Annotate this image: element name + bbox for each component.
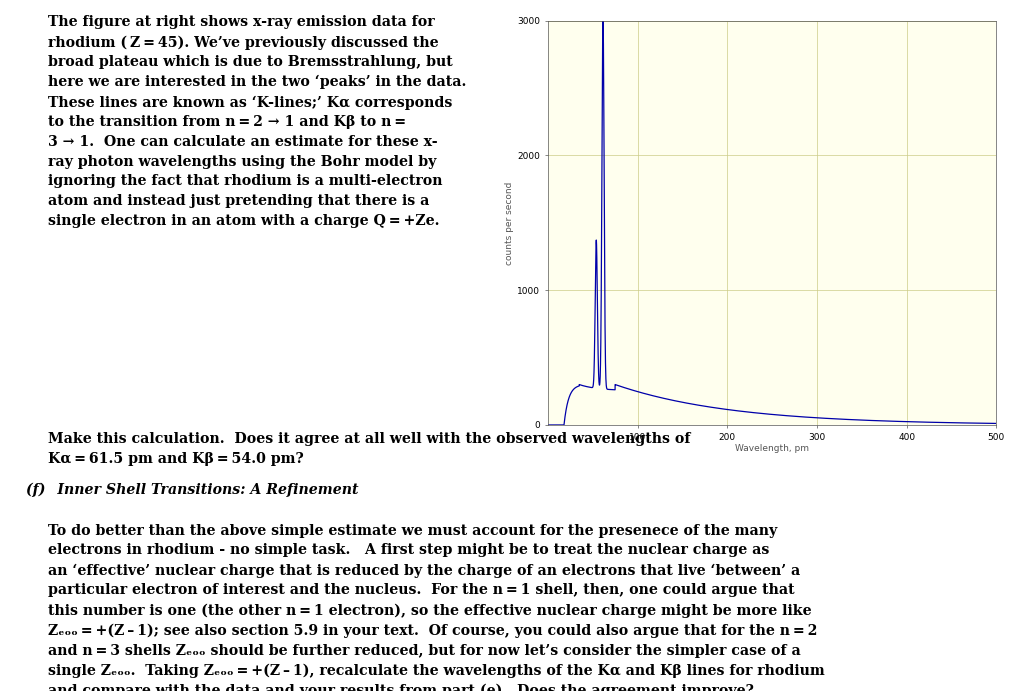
X-axis label: Wavelength, pm: Wavelength, pm <box>735 444 809 453</box>
Text: Make this calculation.  Does it agree at all well with the observed wavelengths : Make this calculation. Does it agree at … <box>48 432 690 466</box>
Text: The figure at right shows x-ray emission data for
rhodium ( Z = 45). We’ve previ: The figure at right shows x-ray emission… <box>48 15 467 228</box>
Y-axis label: counts per second: counts per second <box>506 181 514 265</box>
Text: To do better than the above simple estimate we must account for the presenece of: To do better than the above simple estim… <box>48 524 825 691</box>
Text: (f)  Inner Shell Transitions: A Refinement: (f) Inner Shell Transitions: A Refinemen… <box>26 482 358 497</box>
